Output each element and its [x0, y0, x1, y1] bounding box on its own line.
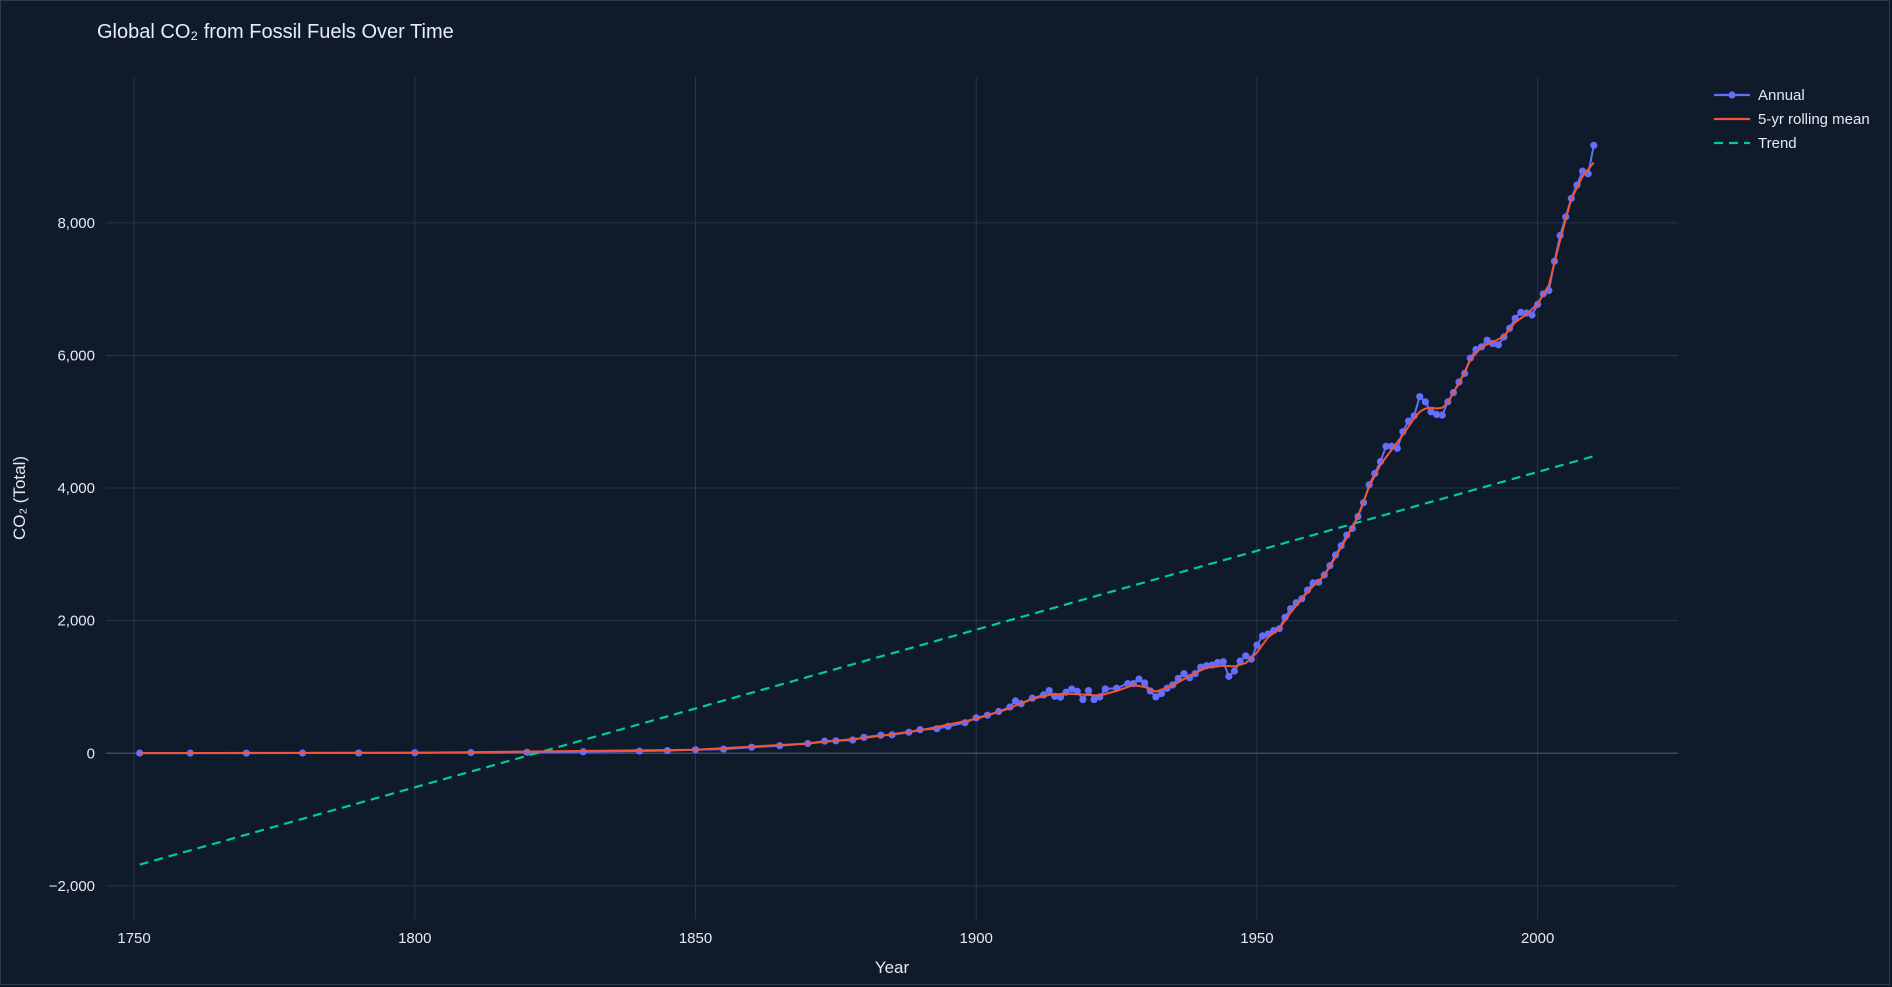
series-trend — [139, 455, 1595, 866]
y-tick-label: 2,000 — [57, 613, 95, 630]
series-line-annual — [139, 145, 1595, 755]
data-point — [1084, 686, 1093, 695]
data-point — [1152, 693, 1160, 701]
legend-label: Trend — [1758, 135, 1797, 152]
data-point — [1090, 695, 1098, 704]
grid-group: 1750 1800 1850 1900 1950 2000 −2,000 0 2,000 4,00… — [49, 77, 1678, 947]
data-point — [1438, 411, 1446, 419]
x-tick-label: 1950 — [1240, 930, 1273, 947]
legend: Annual 5-yr rolling mean Trend — [1714, 87, 1870, 152]
data-point — [1393, 444, 1401, 452]
data-point — [136, 749, 144, 757]
data-point — [1225, 672, 1233, 680]
data-point — [1011, 697, 1020, 705]
data-point — [1230, 667, 1239, 675]
data-point — [1236, 657, 1244, 665]
y-tick-label: −2,000 — [49, 878, 95, 895]
data-point — [1242, 652, 1250, 660]
data-point — [1466, 354, 1474, 362]
x-tick-label: 1800 — [398, 930, 431, 947]
data-point — [1590, 141, 1598, 149]
legend-item-trend: Trend — [1714, 135, 1797, 152]
x-tick-label: 2000 — [1521, 930, 1554, 947]
x-tick-label: 1900 — [960, 930, 993, 947]
data-point — [1382, 442, 1390, 450]
data-point — [1416, 392, 1424, 401]
data-point — [1219, 658, 1227, 666]
y-tick-label: 6,000 — [57, 347, 95, 364]
y-tick-label: 4,000 — [57, 480, 95, 497]
series-annual — [136, 141, 1598, 757]
data-point — [1258, 632, 1267, 640]
legend-marker — [1728, 91, 1736, 99]
data-point — [1427, 408, 1435, 416]
data-point — [1045, 686, 1053, 695]
data-point — [1180, 670, 1188, 678]
y-tick-label: 0 — [87, 745, 95, 762]
data-point — [1068, 685, 1076, 693]
data-point — [1253, 641, 1261, 649]
data-point — [1421, 398, 1429, 406]
y-axis-title: CO₂ (Total) — [10, 456, 29, 540]
x-tick-label: 1750 — [117, 930, 150, 947]
data-point — [1494, 341, 1502, 349]
y-tick-label: 8,000 — [57, 215, 95, 232]
data-point — [1528, 311, 1536, 319]
data-point — [1432, 410, 1441, 419]
series-line-trend — [139, 455, 1595, 866]
data-point — [1056, 693, 1065, 701]
data-point — [1483, 336, 1491, 344]
legend-label: Annual — [1758, 87, 1805, 104]
data-point — [1214, 658, 1222, 667]
data-point — [1517, 308, 1525, 316]
series-5-yr-rolling-mean — [139, 161, 1595, 755]
data-point — [1079, 695, 1087, 704]
data-point — [1157, 689, 1166, 698]
legend-label: 5-yr rolling mean — [1758, 111, 1870, 128]
x-axis-title: Year — [875, 958, 910, 977]
data-point — [1141, 679, 1149, 687]
data-point — [1073, 687, 1081, 695]
chart-title: Global CO₂ from Fossil Fuels Over Time — [97, 21, 454, 43]
legend-item-annual: Annual — [1714, 87, 1805, 104]
x-tick-label: 1850 — [679, 930, 712, 947]
legend-item-5-yr-rolling-mean: 5-yr rolling mean — [1714, 111, 1870, 128]
data-point — [1101, 685, 1109, 693]
data-point — [1135, 675, 1143, 683]
series-line-5-yr-rolling-mean — [139, 161, 1595, 755]
